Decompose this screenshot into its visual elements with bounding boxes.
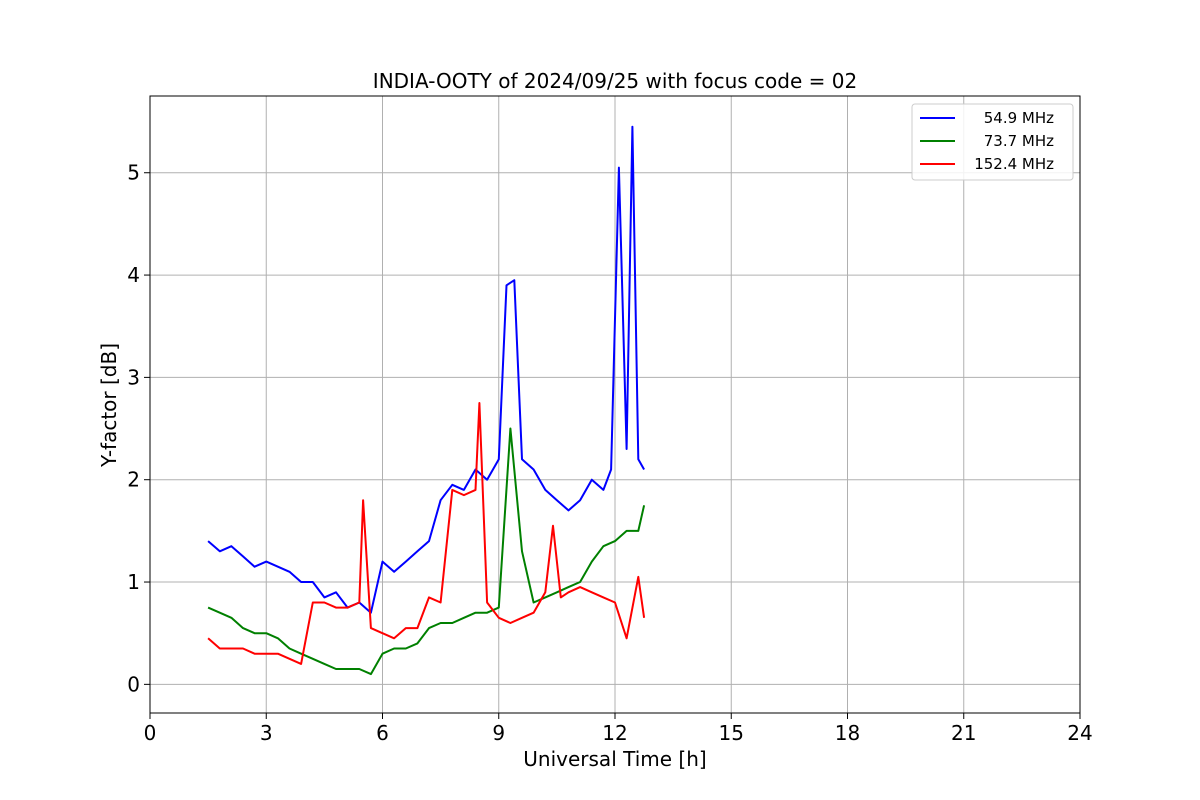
series-line-2 bbox=[207, 427, 646, 676]
x-axis-label: Universal Time [h] bbox=[523, 747, 706, 771]
x-tick-label: 12 bbox=[602, 721, 627, 745]
series-line-3 bbox=[207, 402, 646, 665]
chart-title: INDIA-OOTY of 2024/09/25 with focus code… bbox=[373, 69, 857, 93]
x-tick-label: 0 bbox=[144, 721, 157, 745]
legend-box bbox=[911, 103, 1074, 181]
x-tick-label: 15 bbox=[719, 721, 744, 745]
y-tick-label: 5 bbox=[127, 161, 140, 185]
x-tick-label: 21 bbox=[951, 721, 976, 745]
legend: 54.9 MHz 73.7 MHz 152.4 MHz bbox=[911, 103, 1074, 181]
x-tick-label: 6 bbox=[376, 721, 389, 745]
grid-lines bbox=[149, 96, 1081, 713]
x-axis-ticks: 0 3 6 9 12 15 18 21 24 bbox=[144, 713, 1093, 745]
y-tick-label: 1 bbox=[127, 570, 140, 594]
y-axis-ticks: 0 1 2 3 4 5 bbox=[127, 161, 150, 696]
x-tick-label: 9 bbox=[492, 721, 505, 745]
y-tick-label: 0 bbox=[127, 672, 140, 696]
series-layer bbox=[207, 125, 646, 676]
x-tick-label: 24 bbox=[1067, 721, 1092, 745]
y-tick-label: 2 bbox=[127, 468, 140, 492]
x-tick-label: 3 bbox=[260, 721, 273, 745]
x-tick-label: 18 bbox=[835, 721, 860, 745]
legend-label-1: 54.9 MHz bbox=[984, 109, 1054, 127]
y-tick-label: 3 bbox=[127, 365, 140, 389]
y-tick-label: 4 bbox=[127, 263, 140, 287]
legend-label-2: 73.7 MHz bbox=[984, 132, 1054, 150]
y-axis-label: Y-factor [dB] bbox=[97, 343, 121, 468]
legend-label-3: 152.4 MHz bbox=[974, 155, 1054, 173]
series-line-1 bbox=[207, 125, 645, 614]
